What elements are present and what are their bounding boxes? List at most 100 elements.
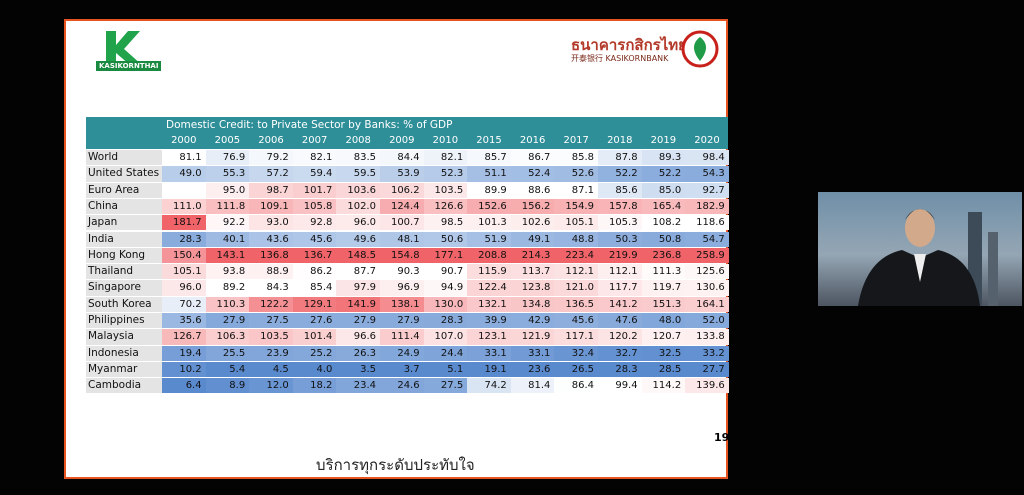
table-cell: 90.3 <box>380 264 424 280</box>
row-label: Euro Area <box>86 182 162 198</box>
table-cell: 27.5 <box>249 313 293 329</box>
table-cell: 43.6 <box>249 231 293 247</box>
table-cell: 28.3 <box>162 231 206 247</box>
row-label: Myanmar <box>86 361 162 378</box>
table-cell: 33.1 <box>510 345 555 361</box>
table-cell: 50.6 <box>423 231 468 247</box>
table-cell: 27.7 <box>685 361 729 378</box>
table-cell: 120.2 <box>598 329 642 345</box>
table-cell: 40.1 <box>205 231 250 247</box>
table-cell: 87.7 <box>336 264 380 280</box>
table-cell: 164.1 <box>685 296 729 312</box>
presenter <box>858 209 998 306</box>
table-cell: 105.1 <box>554 215 598 231</box>
table-cell: 123.8 <box>510 280 555 296</box>
column-header: 2019 <box>650 135 677 146</box>
table-cell: 53.9 <box>380 166 424 182</box>
table-cell: 85.6 <box>598 182 642 198</box>
column-header: 2000 <box>171 135 197 146</box>
table-cell: 85.4 <box>292 280 337 296</box>
table-cell: 111.8 <box>205 198 250 215</box>
logo-text: KASIKORNTHAI <box>96 61 162 71</box>
bank-name-en: 开泰银行 KASIKORNBANK <box>571 54 669 63</box>
table-cell: 49.1 <box>510 231 555 247</box>
table-cell: 130.0 <box>423 296 468 312</box>
table-cell: 136.5 <box>554 296 598 312</box>
bank-name-thai: ธนาคารกสิกรไทย <box>571 36 687 54</box>
row-label: Indonesia <box>86 345 162 361</box>
table-cell: 70.2 <box>162 296 206 312</box>
table-cell: 219.9 <box>598 247 642 264</box>
table-cell: 139.6 <box>685 378 729 394</box>
table-cell: 103.5 <box>423 182 468 198</box>
table-cell: 107.0 <box>423 329 468 345</box>
table-cell: 87.1 <box>554 182 598 198</box>
table-cell: 92.8 <box>292 215 337 231</box>
table-cell: 138.1 <box>380 296 424 312</box>
table-cell: 24.6 <box>380 378 424 394</box>
row-label: India <box>86 231 162 247</box>
table-cell: 81.4 <box>510 378 555 394</box>
table-cell: 88.9 <box>249 264 293 280</box>
table-cell: 136.7 <box>292 247 337 264</box>
table-cell: 208.8 <box>467 247 511 264</box>
table-cell: 52.0 <box>685 313 729 329</box>
table-cell: 136.8 <box>249 247 293 264</box>
table-cell: 157.8 <box>598 198 642 215</box>
table-cell: 111.4 <box>380 329 424 345</box>
table-cell: 103.6 <box>336 182 380 198</box>
table-cell: 54.7 <box>685 231 729 247</box>
column-header: 2017 <box>563 135 589 146</box>
table-cell: 33.2 <box>685 345 729 361</box>
table-cell: 5.1 <box>423 361 468 378</box>
column-header: 2016 <box>519 135 546 146</box>
table-cell: 23.9 <box>249 345 293 361</box>
column-header: 2007 <box>301 135 328 146</box>
bank-emblem <box>681 30 719 68</box>
table-cell: 119.7 <box>641 280 686 296</box>
table-cell: 59.4 <box>292 166 337 182</box>
table-cell: 33.1 <box>467 345 511 361</box>
table-cell: 121.9 <box>510 329 555 345</box>
table-cell: 76.9 <box>205 150 250 166</box>
table-cell: 27.6 <box>292 313 337 329</box>
table-cell: 141.2 <box>598 296 642 312</box>
footer-slogan: บริการทุกระดับประทับใจ <box>316 456 475 474</box>
table-cell: 32.4 <box>554 345 598 361</box>
table-cell: 47.6 <box>598 313 642 329</box>
table-cell: 84.3 <box>249 280 293 296</box>
table-cell: 92.7 <box>685 182 729 198</box>
table-cell: 223.4 <box>554 247 598 264</box>
table-cell: 152.6 <box>467 198 511 215</box>
table-cell: 85.7 <box>467 150 511 166</box>
kasikorn-logo <box>106 31 142 65</box>
table-cell: 117.7 <box>598 280 642 296</box>
table-cell: 85.8 <box>554 150 598 166</box>
table-title: Domestic Credit: to Private Sector by Ba… <box>166 119 453 131</box>
table-cell: 18.2 <box>292 378 337 394</box>
table-cell: 83.5 <box>336 150 380 166</box>
table-cell: 19.4 <box>162 345 206 361</box>
table-cell: 27.9 <box>205 313 250 329</box>
table-cell: 50.8 <box>641 231 686 247</box>
table-cell: 105.1 <box>162 264 206 280</box>
table-cell: 24.4 <box>423 345 468 361</box>
table-cell: 82.1 <box>423 150 468 166</box>
column-header: 2008 <box>345 135 371 146</box>
table-cell: 51.1 <box>467 166 511 182</box>
table-cell: 5.4 <box>205 361 250 378</box>
table-cell: 132.1 <box>467 296 511 312</box>
table-cell: 25.2 <box>292 345 337 361</box>
slide: KASIKORNTHAI ธนาคารกสิกรไทย 开泰银行 KASIKOR… <box>64 19 729 479</box>
table-cell: 100.7 <box>380 215 424 231</box>
table-cell: 236.8 <box>641 247 686 264</box>
table-cell: 130.6 <box>685 280 729 296</box>
column-header: 2010 <box>432 135 459 146</box>
column-header: 2015 <box>476 135 502 146</box>
table-cell: 96.0 <box>336 215 380 231</box>
table-cell: 111.0 <box>162 198 206 215</box>
table-cell: 32.7 <box>598 345 642 361</box>
table-cell: 59.5 <box>336 166 380 182</box>
table-cell: 49.6 <box>336 231 380 247</box>
